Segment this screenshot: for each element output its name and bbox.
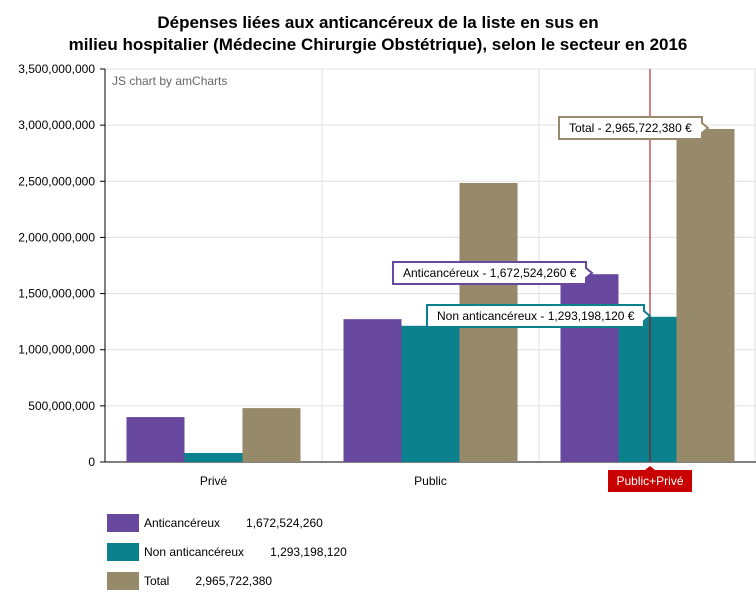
legend-swatch (107, 571, 139, 590)
bar-anticancereux (343, 319, 402, 462)
legend-swatch (107, 513, 139, 532)
legend-label: Total (144, 573, 170, 588)
chart-title: Dépenses liées aux anticancéreux de la l… (0, 12, 756, 56)
tooltip-box (426, 304, 652, 328)
tooltip-text: Total - 2,965,722,380 € (569, 121, 692, 135)
y-tick-label: 2,000,000,000 (18, 230, 95, 244)
tooltip-box (558, 116, 710, 140)
bar-non-anticancereux (184, 453, 243, 462)
x-tick-label-highlighted: Public+Privé (616, 474, 683, 488)
tooltip-total: Total - 2,965,722,380 € (558, 116, 710, 140)
chart-title-line-1: Dépenses liées aux anticancéreux de la l… (157, 13, 599, 32)
legend-item-non-anticancereux[interactable]: Non anticancéreux 1,293,198,120 (107, 537, 347, 566)
y-tick-label: 500,000,000 (28, 399, 95, 413)
bar-total (676, 128, 735, 462)
category-balloon (608, 466, 692, 492)
legend-swatch (107, 542, 139, 561)
x-tick-label: Privé (200, 474, 228, 488)
bar-non-anticancereux (401, 325, 460, 462)
y-tick-label: 3,000,000,000 (18, 118, 95, 132)
tooltip-non-anticancereux: Non anticancéreux - 1,293,198,120 € (426, 304, 652, 328)
y-tick-label: 3,500,000,000 (18, 62, 95, 76)
y-tick-label: 1,500,000,000 (18, 287, 95, 301)
amcharts-credit: JS chart by amCharts (112, 74, 227, 88)
legend-item-total[interactable]: Total 2,965,722,380 (107, 566, 347, 595)
y-tick-label: 2,500,000,000 (18, 174, 95, 188)
bar-non-anticancereux (618, 316, 677, 462)
y-tick-label: 1,000,000,000 (18, 343, 95, 357)
legend-item-anticancereux[interactable]: Anticancéreux 1,672,524,260 (107, 508, 347, 537)
bar-anticancereux (126, 417, 185, 462)
legend-value: 2,965,722,380 (195, 573, 273, 588)
tooltip-anticancereux: Anticancéreux - 1,672,524,260 € (392, 261, 594, 285)
tooltip-text: Anticancéreux - 1,672,524,260 € (403, 266, 577, 280)
legend: Anticancéreux 1,672,524,260 Non anticanc… (107, 508, 347, 595)
tooltip-text: Non anticancéreux - 1,293,198,120 € (437, 309, 635, 323)
x-tick-label: Public (414, 474, 447, 488)
chart-title-line-2: milieu hospitalier (Médecine Chirurgie O… (68, 35, 688, 54)
legend-value: 1,293,198,120 (270, 544, 347, 559)
tooltip-box (392, 261, 594, 285)
legend-label: Non anticancéreux (144, 544, 245, 559)
bar-total (242, 408, 301, 462)
y-tick-label: 0 (88, 455, 95, 469)
bar-anticancereux (560, 274, 619, 462)
legend-value: 1,672,524,260 (246, 515, 323, 530)
legend-label: Anticancéreux (144, 515, 221, 530)
